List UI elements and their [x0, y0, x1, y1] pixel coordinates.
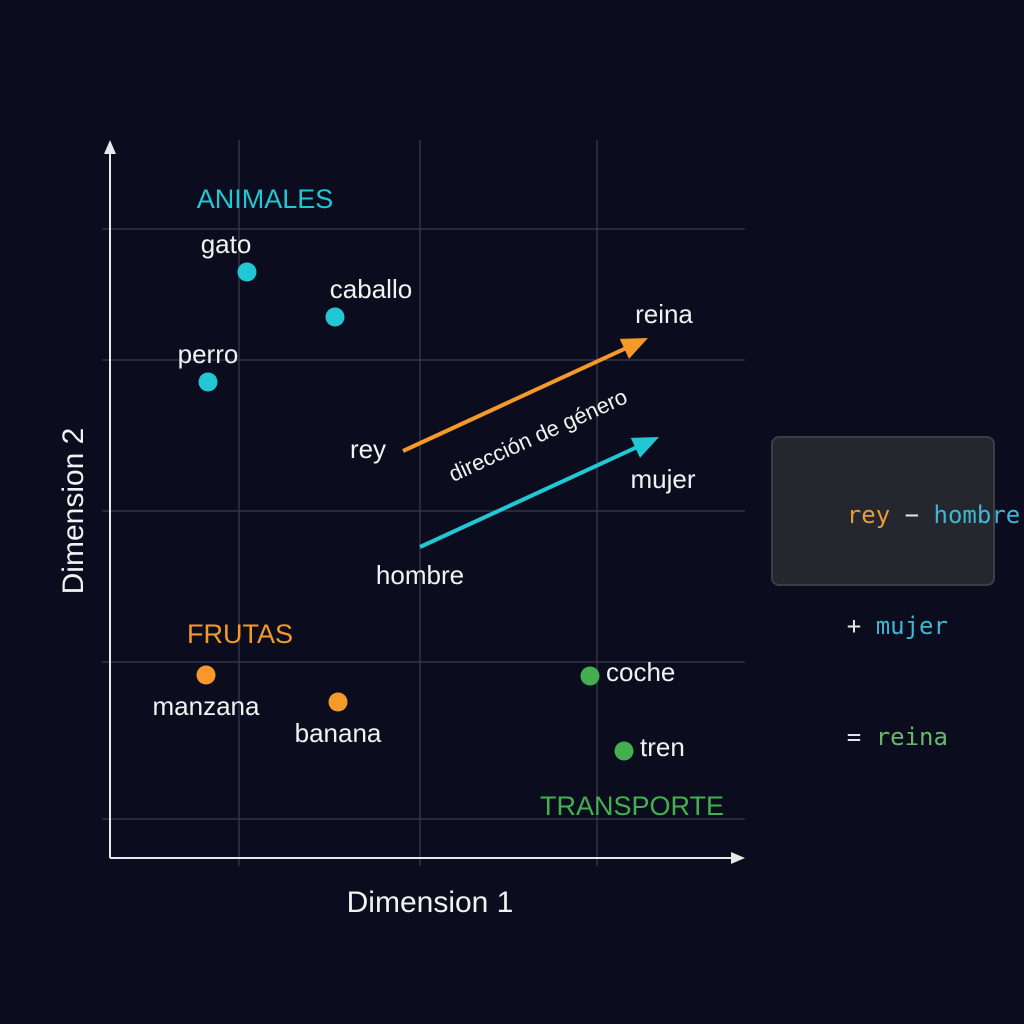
code-token: mujer: [875, 612, 948, 640]
group-label-transporte: TRANSPORTE: [540, 791, 724, 821]
point-perro: [198, 372, 218, 392]
x-axis-arrowhead: [731, 852, 745, 864]
point-gato: [237, 262, 257, 282]
gender-direction-annotation: dirección de género: [445, 384, 631, 487]
word-label-rey: rey: [350, 434, 386, 464]
point-caballo: [325, 307, 345, 327]
hombre-to-mujer-arrow: [419, 445, 639, 549]
x-axis-label: Dimension 1: [347, 886, 514, 919]
point-label-caballo: caballo: [330, 274, 412, 304]
code-line-1: rey − hombre: [789, 460, 1020, 571]
hombre-to-mujer-arrowhead: [630, 437, 659, 458]
gridlines: [102, 140, 745, 866]
point-label-perro: perro: [178, 339, 239, 369]
group-label-animales: ANIMALES: [197, 184, 334, 214]
point-manzana: [196, 665, 216, 685]
point-tren: [614, 741, 634, 761]
code-token: −: [890, 501, 934, 529]
point-label-coche: coche: [606, 657, 675, 687]
y-axis-label: Dimension 2: [57, 428, 90, 595]
code-line-2: + mujer: [789, 571, 993, 682]
axis-titles: Dimension 1 Dimension 2: [57, 428, 513, 919]
data-points: [196, 262, 634, 761]
code-token: +: [846, 612, 876, 640]
group-label-frutas: FRUTAS: [187, 619, 293, 649]
rey-to-reina-arrowhead: [619, 338, 648, 359]
word-label-reina: reina: [635, 299, 693, 329]
code-token: hombre: [933, 501, 1021, 529]
y-axis-arrowhead: [104, 140, 116, 154]
point-coche: [580, 666, 600, 686]
point-label-manzana: manzana: [153, 691, 260, 721]
word-label-hombre: hombre: [376, 560, 464, 590]
code-token: =: [846, 723, 876, 751]
code-token: rey: [846, 501, 891, 529]
annotation-text: dirección de género: [445, 384, 631, 487]
point-label-tren: tren: [640, 732, 685, 762]
code-line-3: = reina: [789, 682, 993, 793]
word-arithmetic-panel: rey − hombre + mujer = reina: [771, 436, 1020, 751]
point-label-banana: banana: [295, 718, 382, 748]
point-labels: gato caballo perro manzana banana coche tren re…: [153, 229, 696, 762]
group-labels: ANIMALES FRUTAS TRANSPORTE: [187, 184, 724, 821]
code-token: reina: [875, 723, 948, 751]
rey-to-reina-arrow: [402, 346, 628, 453]
point-banana: [328, 692, 348, 712]
axes: [104, 140, 745, 864]
point-label-gato: gato: [201, 229, 252, 259]
vector-arrows: [402, 338, 659, 549]
word-label-mujer: mujer: [630, 464, 695, 494]
